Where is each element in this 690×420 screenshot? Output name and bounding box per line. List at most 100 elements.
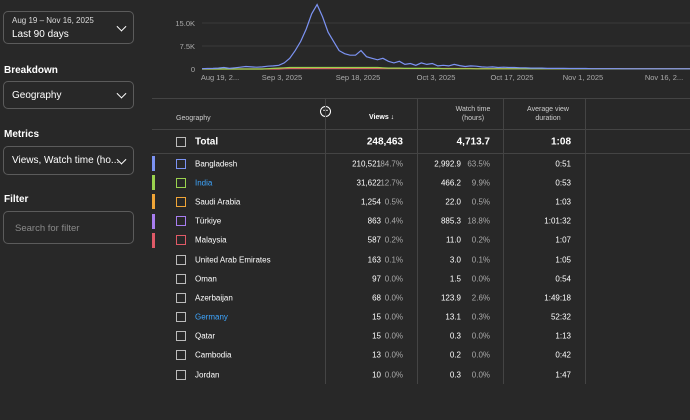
total-label: Total <box>195 136 219 147</box>
x-tick-label: Nov 16, 2... <box>645 73 683 82</box>
header-avg-view-duration[interactable]: Average view duration <box>527 106 569 122</box>
row-watch: 0.3 <box>449 370 461 380</box>
row-watch: 11.0 <box>446 235 461 245</box>
row-country: Bangladesh <box>195 159 238 169</box>
x-tick-label: Sep 18, 2025 <box>336 73 381 82</box>
breakdown-dropdown[interactable]: Geography <box>3 81 134 109</box>
metrics-dropdown[interactable]: Views, Watch time (ho... <box>3 146 134 175</box>
row-checkbox[interactable] <box>176 177 186 188</box>
row-avg: 1:47 <box>555 370 571 380</box>
x-tick-label: Aug 19, 2... <box>201 73 239 82</box>
geography-table: Geography + Views ↓ Watch time(hours) Av… <box>152 98 690 384</box>
row-watch: 1.5 <box>449 274 461 284</box>
filter-search-input[interactable]: Search for filter <box>3 211 134 244</box>
row-watch: 466.2 <box>440 178 461 188</box>
table-row[interactable]: Jordan 10 0.0% 0.3 0.0% 1:47 <box>152 365 690 384</box>
row-checkbox[interactable] <box>176 292 186 303</box>
total-checkbox[interactable] <box>176 136 186 147</box>
x-tick-label: Oct 17, 2025 <box>491 73 534 82</box>
row-country: Türkiye <box>195 216 222 226</box>
row-country[interactable]: Germany <box>195 312 228 322</box>
row-country: Azerbaijan <box>195 293 233 303</box>
table-row[interactable]: Saudi Arabia 1,254 0.5% 22.0 0.5% 1:03 <box>152 192 690 211</box>
row-country: Cambodia <box>195 350 232 360</box>
row-country[interactable]: India <box>195 178 213 188</box>
table-row[interactable]: Bangladesh 210,521 84.7% 2,992.9 63.5% 0… <box>152 154 690 173</box>
views-line-chart: 15.0K 7.5K 0 Aug 19, 2... Sep 3, 2025 Sep 18,… <box>175 3 690 82</box>
row-avg: 0:51 <box>555 159 571 169</box>
row-checkbox[interactable] <box>176 350 186 361</box>
row-country: Malaysia <box>195 235 227 245</box>
row-watch: 22.0 <box>445 197 461 207</box>
header-views[interactable]: Views ↓ <box>369 114 395 121</box>
x-tick-label: Sep 3, 2025 <box>262 73 302 82</box>
row-checkbox[interactable] <box>176 235 186 246</box>
table-row[interactable]: Malaysia 587 0.2% 11.0 0.2% 1:07 <box>152 231 690 250</box>
row-watch: 123.9 <box>440 293 461 303</box>
total-row: Total 248,463 4,713.7 1:08 <box>152 130 690 154</box>
series-color-bar <box>152 175 155 191</box>
table-row[interactable]: United Arab Emirates 163 0.1% 3.0 0.1% 1… <box>152 250 690 269</box>
y-tick-label: 0 <box>191 65 195 74</box>
row-watch: 13.1 <box>445 312 461 322</box>
table-row[interactable]: Türkiye 863 0.4% 885.3 18.8% 1:01:32 <box>152 212 690 231</box>
row-views-pct: 0.0% <box>384 350 403 360</box>
row-country: Jordan <box>195 370 220 380</box>
header-watch-time[interactable]: Watch time (hours) <box>455 106 491 122</box>
header-geography[interactable]: Geography <box>176 115 211 122</box>
table-row[interactable]: Qatar 15 0.0% 0.3 0.0% 1:13 <box>152 327 690 346</box>
row-watch-pct: 0.5% <box>471 197 490 207</box>
row-views-pct: 0.1% <box>384 255 403 265</box>
row-checkbox[interactable] <box>176 273 186 284</box>
row-views-pct: 84.7% <box>380 159 403 169</box>
row-views: 13 <box>372 350 381 360</box>
breakdown-value: Geography <box>12 90 62 101</box>
date-range-label: Last 90 days <box>12 29 69 40</box>
series-color-bar <box>152 194 155 210</box>
row-country: United Arab Emirates <box>195 255 271 265</box>
chevron-down-icon <box>116 21 127 32</box>
row-views: 97 <box>372 274 381 284</box>
row-checkbox[interactable] <box>176 254 186 265</box>
row-watch-pct: 0.3% <box>471 312 490 322</box>
total-views: 248,463 <box>366 136 403 147</box>
row-views: 15 <box>372 331 381 341</box>
filter-title: Filter <box>4 194 29 205</box>
x-tick-label: Oct 3, 2025 <box>417 73 456 82</box>
date-range-dropdown[interactable]: Aug 19 – Nov 16, 2025 Last 90 days <box>3 11 134 44</box>
column-divider <box>417 98 418 384</box>
row-views-pct: 0.0% <box>384 331 403 341</box>
row-watch-pct: 18.8% <box>467 216 490 226</box>
row-watch: 885.3 <box>440 216 461 226</box>
chevron-down-icon <box>116 88 127 99</box>
series-color-bar <box>152 213 155 229</box>
row-country: Saudi Arabia <box>195 197 241 207</box>
table-row[interactable]: Azerbaijan 68 0.0% 123.9 2.6% 1:49:18 <box>152 288 690 307</box>
row-views: 10 <box>372 370 381 380</box>
row-watch-pct: 9.9% <box>471 178 490 188</box>
column-divider <box>503 98 504 384</box>
row-checkbox[interactable] <box>176 158 186 169</box>
x-tick-label: Nov 1, 2025 <box>563 73 603 82</box>
row-views-pct: 0.0% <box>384 370 403 380</box>
series-color-bar <box>152 232 155 248</box>
series-line <box>201 3 690 70</box>
row-avg: 1:05 <box>555 255 571 265</box>
table-row[interactable]: Germany 15 0.0% 13.1 0.3% 52:32 <box>152 308 690 327</box>
row-checkbox[interactable] <box>176 196 186 207</box>
row-watch-pct: 63.5% <box>467 159 490 169</box>
table-row[interactable]: Oman 97 0.0% 1.5 0.0% 0:54 <box>152 269 690 288</box>
row-checkbox[interactable] <box>176 331 186 342</box>
metrics-value: Views, Watch time (ho... <box>12 155 120 166</box>
row-watch: 2,992.9 <box>434 159 461 169</box>
row-checkbox[interactable] <box>176 216 186 227</box>
row-avg: 0:42 <box>555 350 571 360</box>
table-row[interactable]: India 31,622 12.7% 466.2 9.9% 0:53 <box>152 173 690 192</box>
row-avg: 1:13 <box>555 331 571 341</box>
row-watch-pct: 0.0% <box>471 331 490 341</box>
row-checkbox[interactable] <box>176 312 186 323</box>
table-row[interactable]: Cambodia 13 0.0% 0.2 0.0% 0:42 <box>152 346 690 365</box>
row-views-pct: 0.4% <box>384 216 403 226</box>
row-checkbox[interactable] <box>176 369 186 380</box>
row-views: 863 <box>367 216 381 226</box>
